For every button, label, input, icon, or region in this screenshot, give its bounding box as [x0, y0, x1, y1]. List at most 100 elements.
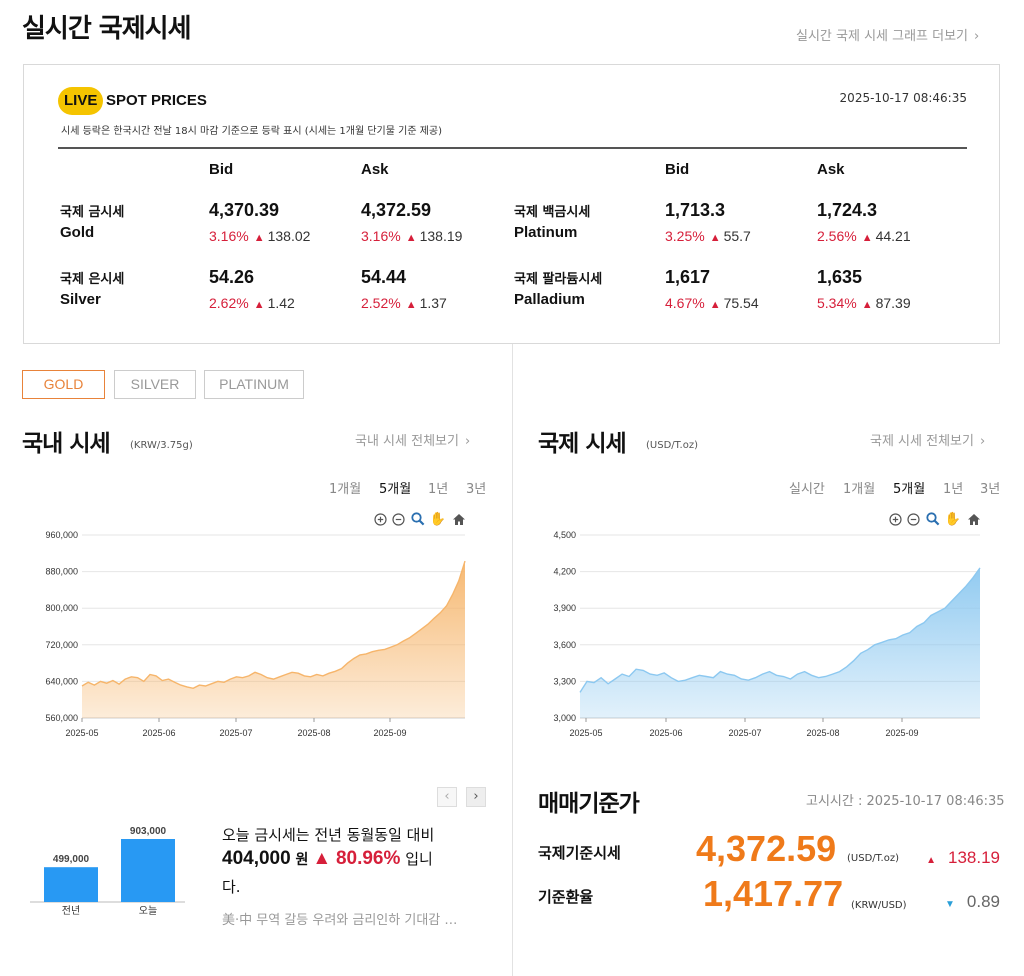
y-tick-label: 720,000: [45, 640, 78, 650]
change-pct: 2.56%: [817, 228, 857, 244]
period-1m[interactable]: 1개월: [843, 482, 876, 497]
bar-category-label: 오늘: [139, 905, 157, 917]
notice-time: 고시시간 : 2025-10-17 08:46:35: [806, 794, 1005, 809]
change-value: 138.02: [267, 228, 311, 244]
spot-timestamp: 2025-10-17 08:46:35: [839, 91, 967, 105]
bar-value-label: 499,000: [53, 854, 90, 865]
domestic-more-link[interactable]: 국내 시세 전체보기 ›: [355, 430, 470, 449]
x-tick-label: 2025-08: [297, 728, 330, 738]
down-triangle-icon: ▼: [945, 899, 955, 910]
change-pct: 5.34%: [817, 295, 857, 311]
metal-name-ko: 국제 팔라듐시세: [514, 272, 603, 287]
chevron-right-icon: ›: [974, 29, 980, 44]
bar: [121, 839, 175, 902]
col-header-ask: Ask: [361, 161, 389, 178]
bar: [44, 867, 98, 902]
fx-rate-value: 1,417.77: [703, 873, 844, 914]
divider: [58, 147, 967, 149]
news-link[interactable]: 美·中 무역 갈등 우려와 금리인하 기대감 …: [222, 913, 458, 928]
tab-gold[interactable]: GOLD: [22, 370, 105, 399]
up-triangle-icon: ▲: [405, 232, 417, 244]
up-triangle-icon: ▲: [312, 848, 332, 869]
chevron-right-icon: ›: [464, 434, 471, 449]
standard-title: 매매기준가: [538, 791, 640, 817]
prev-page-button[interactable]: ‹: [437, 787, 457, 807]
period-1y[interactable]: 1년: [943, 482, 964, 497]
metal-name-en: Gold: [60, 224, 95, 241]
period-1y[interactable]: 1년: [428, 482, 449, 497]
silver-ask: 54.44: [361, 267, 407, 287]
change-pct: 2.62%: [209, 295, 249, 311]
metal-name-en: Silver: [60, 291, 101, 308]
fx-rate-change: ▼ 0.89: [912, 892, 1000, 912]
silver-ask-change: 2.52% ▲ 1.37: [361, 295, 447, 311]
bar-value-label: 903,000: [130, 826, 167, 837]
change-pct: 3.16%: [361, 228, 401, 244]
chevron-right-icon: ›: [979, 434, 986, 449]
silver-bid-change: 2.62% ▲ 1.42: [209, 295, 295, 311]
period-5m[interactable]: 5개월: [893, 482, 926, 497]
platinum-ask-change: 2.56% ▲ 44.21: [817, 228, 911, 244]
intl-standard-label: 국제기준시세: [538, 844, 621, 862]
change-pct: 4.67%: [665, 295, 705, 311]
up-triangle-icon: ▲: [861, 299, 873, 311]
zoom-in-icon[interactable]: [888, 512, 902, 526]
page-title: 실시간 국제시세: [22, 14, 191, 44]
period-realtime[interactable]: 실시간: [789, 482, 825, 497]
won-unit: 원: [295, 852, 309, 868]
diff-amount: 404,000: [222, 848, 291, 869]
y-tick-label: 880,000: [45, 567, 78, 577]
international-more-link[interactable]: 국제 시세 전체보기 ›: [870, 430, 985, 449]
silver-bid: 54.26: [209, 267, 255, 287]
fx-rate-label: 기준환율: [538, 888, 594, 906]
summary-diff-line: 404,000 원 ▲ 80.96% 입니: [222, 848, 433, 870]
col-header-bid: Bid: [665, 161, 690, 178]
up-triangle-icon: ▲: [926, 855, 936, 866]
spot-prices-title: SPOT PRICES: [106, 92, 207, 109]
tab-silver[interactable]: SILVER: [114, 370, 196, 399]
period-1m[interactable]: 1개월: [329, 482, 362, 497]
tab-platinum[interactable]: PLATINUM: [204, 370, 304, 399]
gold-bid-change: 3.16% ▲ 138.02: [209, 228, 310, 244]
period-3y[interactable]: 3년: [466, 482, 487, 497]
x-tick-label: 2025-09: [885, 728, 918, 738]
change-value: 55.7: [723, 228, 751, 244]
up-triangle-icon: ▲: [253, 232, 265, 244]
x-tick-label: 2025-05: [569, 728, 602, 738]
y-tick-label: 3,600: [553, 640, 576, 650]
zoom-out-icon[interactable]: [906, 512, 920, 526]
x-tick-label: 2025-07: [728, 728, 761, 738]
magnifier-icon[interactable]: [926, 512, 940, 526]
graph-more-link[interactable]: 실시간 국제 시세 그래프 더보기 ›: [796, 25, 979, 44]
change-value: 1.42: [267, 295, 295, 311]
x-tick-label: 2025-05: [65, 728, 98, 738]
metal-name-ko: 국제 금시세: [60, 205, 125, 220]
x-tick-label: 2025-06: [142, 728, 175, 738]
hand-pan-icon[interactable]: ✋: [944, 511, 962, 527]
period-5m[interactable]: 5개월: [379, 482, 412, 497]
metal-name-ko: 국제 은시세: [60, 272, 125, 287]
x-tick-label: 2025-09: [373, 728, 406, 738]
up-triangle-icon: ▲: [405, 299, 417, 311]
home-icon[interactable]: [452, 512, 466, 526]
metal-name-en: Palladium: [514, 291, 585, 308]
home-icon[interactable]: [967, 512, 981, 526]
summary-suffix-wrap: 다.: [222, 878, 241, 896]
y-tick-label: 560,000: [45, 713, 78, 723]
fx-rate-unit: (KRW/USD): [851, 900, 907, 911]
magnifier-icon[interactable]: [411, 512, 425, 526]
hand-pan-icon[interactable]: ✋: [429, 511, 447, 527]
gold-ask: 4,372.59: [361, 200, 432, 220]
zoom-out-icon[interactable]: [391, 512, 405, 526]
period-3y[interactable]: 3년: [980, 482, 1001, 497]
up-triangle-icon: ▲: [861, 232, 873, 244]
y-tick-label: 3,000: [553, 713, 576, 723]
x-tick-label: 2025-06: [649, 728, 682, 738]
diff-percent: 80.96%: [335, 848, 401, 869]
international-price-chart: 4,500 4,200 3,900 3,600 3,300 3,000 2025-05 202…: [553, 530, 981, 738]
zoom-in-icon[interactable]: [373, 512, 387, 526]
change-pct: 3.16%: [209, 228, 249, 244]
change-value: 44.21: [875, 228, 911, 244]
change-value: 75.54: [723, 295, 759, 311]
next-page-button[interactable]: ›: [466, 787, 486, 807]
